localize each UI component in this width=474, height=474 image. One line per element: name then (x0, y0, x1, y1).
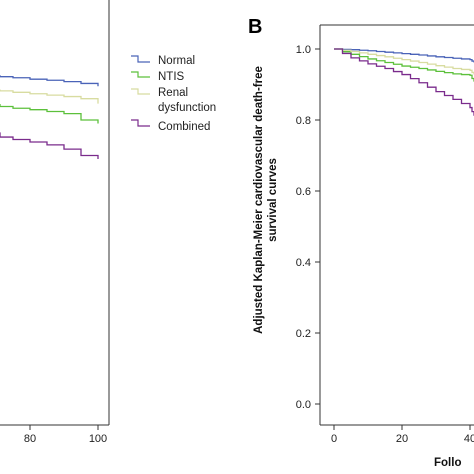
panel-b-y-label-line2: survival curves (267, 158, 279, 242)
panel-b-y-ticks: 0.0 0.2 0.4 0.6 0.8 1.0 (296, 44, 320, 411)
panel-a-x-tick-label: 100 (89, 433, 107, 445)
panel-a-x-ticks: 80 100 (24, 425, 107, 445)
legend-swatch-normal (131, 55, 150, 63)
legend-item-combined: Combined (131, 119, 210, 133)
panel-a-series-line-normal (0, 75, 99, 87)
panel-a-series-line-combined (0, 132, 99, 160)
legend-swatch-renal (131, 88, 150, 95)
panel-b-x-label: Follo (434, 457, 461, 469)
legend: Normal NTIS Renal dysfunction Combined (131, 55, 216, 133)
panel-a-series-line-renal-dysfunction (0, 89, 99, 104)
panel-b-x-tick-label: 0 (331, 433, 337, 445)
panel-b-series-line-combined (334, 48, 474, 116)
legend-label-renal-line2: dysfunction (158, 102, 216, 114)
panel-b-x-tick-label: 40 (464, 433, 474, 445)
panel-b-y-tick-label: 0.2 (296, 328, 311, 340)
panel-b-y-tick-label: 0.6 (296, 186, 311, 198)
legend-label-ntis: NTIS (158, 71, 185, 83)
legend-label-normal: Normal (158, 55, 195, 67)
panel-b-y-label-line1: Adjusted Kaplan-Meier cardiovascular dea… (253, 66, 265, 334)
panel-b-y-label: Adjusted Kaplan-Meier cardiovascular dea… (253, 66, 279, 334)
panel-a-series-line-ntis (0, 104, 99, 124)
legend-item-renal: Renal dysfunction (131, 87, 216, 114)
panel-b-y-tick-label: 0.8 (296, 115, 311, 127)
panel-b-letter: B (248, 16, 262, 38)
panel-a-x-tick-label: 80 (24, 433, 36, 445)
legend-item-ntis: NTIS (131, 71, 185, 83)
panel-b-y-tick-label: 1.0 (296, 44, 311, 56)
panel-a: 80 100 (0, 0, 110, 445)
panel-b-series (334, 48, 474, 116)
panel-b-x-tick-label: 20 (396, 433, 408, 445)
legend-swatch-ntis (131, 71, 150, 78)
panel-a-series (0, 75, 99, 160)
legend-label-renal-line1: Renal (158, 87, 188, 99)
panel-b-series-line-normal (334, 48, 474, 63)
panel-b: B Adjusted Kaplan-Meier cardiovascular d… (248, 16, 474, 469)
panel-b-x-ticks: 0 20 40 (331, 425, 474, 445)
panel-b-y-tick-label: 0.4 (296, 257, 311, 269)
legend-label-combined: Combined (158, 121, 210, 133)
legend-item-normal: Normal (131, 55, 195, 67)
panel-b-y-tick-label: 0.0 (296, 399, 311, 411)
panel-b-series-line-renal-dysfunction (334, 48, 474, 75)
panel-b-series-line-ntis (334, 48, 474, 82)
legend-swatch-combined (131, 119, 150, 127)
